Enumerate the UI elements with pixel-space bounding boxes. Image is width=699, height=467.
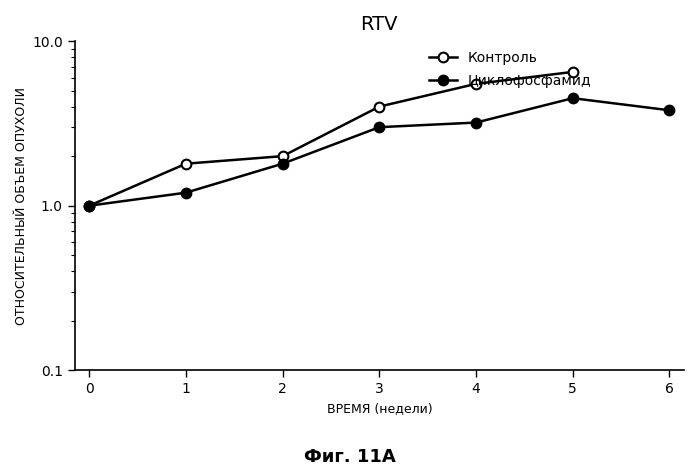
Line: Циклофосфамид: Циклофосфамид xyxy=(85,93,675,211)
Text: Фиг. 11А: Фиг. 11А xyxy=(303,448,396,467)
Legend: Контроль, Циклофосфамид: Контроль, Циклофосфамид xyxy=(429,51,591,88)
Циклофосфамид xyxy=(85,203,94,208)
Y-axis label: ОТНОСИТЕЛЬНЫЙ ОБЪЕМ ОПУХОЛИ: ОТНОСИТЕЛЬНЫЙ ОБЪЕМ ОПУХОЛИ xyxy=(15,87,28,325)
X-axis label: ВРЕМЯ (недели): ВРЕМЯ (недели) xyxy=(326,402,432,415)
Контроль xyxy=(568,69,577,75)
Title: RTV: RTV xyxy=(361,15,398,34)
Циклофосфамид xyxy=(375,124,384,130)
Контроль xyxy=(278,153,287,159)
Циклофосфамид xyxy=(278,161,287,166)
Контроль xyxy=(472,81,480,87)
Line: Контроль: Контроль xyxy=(85,67,577,211)
Циклофосфамид xyxy=(182,190,190,196)
Циклофосфамид xyxy=(472,120,480,125)
Контроль xyxy=(182,161,190,166)
Контроль xyxy=(375,104,384,109)
Циклофосфамид xyxy=(665,107,674,113)
Контроль xyxy=(85,203,94,208)
Циклофосфамид xyxy=(568,95,577,101)
